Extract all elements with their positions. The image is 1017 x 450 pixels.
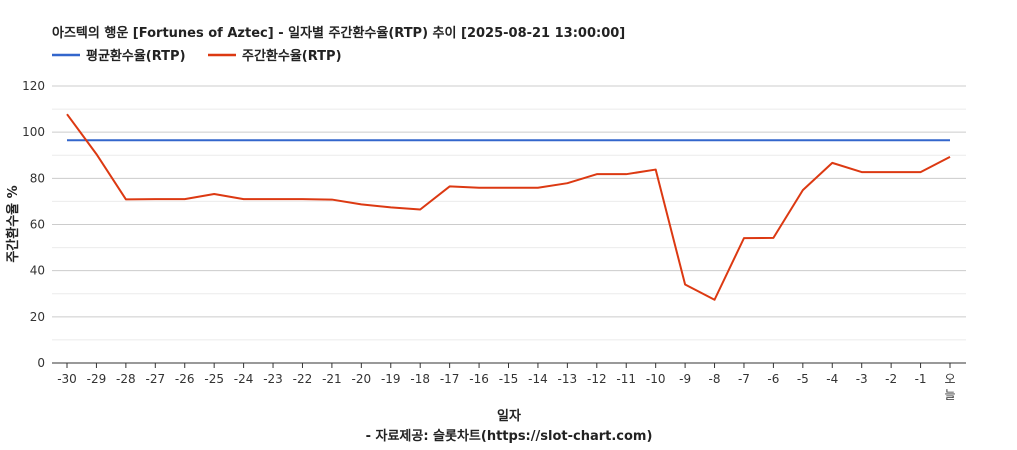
x-tick-label: -12	[587, 372, 607, 386]
x-tick-label: -15	[499, 372, 519, 386]
x-tick-label: -19	[381, 372, 401, 386]
y-tick-label: 80	[30, 171, 45, 185]
x-tick-label: -1	[915, 372, 927, 386]
x-tick-label: -17	[440, 372, 460, 386]
x-tick-label: -3	[856, 372, 868, 386]
chart-title: 아즈텍의 행운 [Fortunes of Aztec] - 일자별 주간환수율(…	[52, 25, 625, 41]
x-tick-label: -23	[263, 372, 283, 386]
x-tick-label: -22	[293, 372, 313, 386]
x-tick-label: -24	[234, 372, 254, 386]
x-tick-label: -25	[204, 372, 224, 386]
legend[interactable]: 평균환수율(RTP) 주간환수율(RTP)	[52, 48, 342, 64]
x-tick-label: -5	[797, 372, 809, 386]
x-tick-label: -21	[322, 372, 342, 386]
y-axis-ticks: 0 20 40 60 80 100 120	[22, 79, 45, 370]
y-tick-label: 40	[30, 264, 45, 278]
source-caption: - 자료제공: 슬롯차트(https://slot-chart.com)	[366, 428, 653, 444]
x-tick-label: -6	[767, 372, 779, 386]
x-tick-label: -10	[646, 372, 666, 386]
x-tick-label: -28	[116, 372, 136, 386]
y-tick-label: 20	[30, 310, 45, 324]
y-tick-label: 120	[22, 79, 45, 93]
series-line-weekly-rtp[interactable]	[66, 113, 951, 301]
x-tick-label: -2	[885, 372, 897, 386]
gridlines	[52, 85, 966, 364]
x-tick-label: -27	[145, 372, 165, 386]
x-axis-ticks: -30 -29 -28 -27 -26 -25 -24 -23 -22 -21 -20 -19 -18-…	[57, 363, 956, 402]
y-axis-title: 주간환수율 %	[5, 185, 21, 262]
legend-label-avg-rtp[interactable]: 평균환수율(RTP)	[86, 48, 186, 64]
y-tick-label: 60	[30, 218, 45, 232]
y-tick-label: 0	[37, 356, 45, 370]
x-tick-label: -13	[558, 372, 578, 386]
x-tick-label: -18	[410, 372, 430, 386]
x-tick-label: -29	[87, 372, 107, 386]
x-tick-label: -14	[528, 372, 548, 386]
x-tick-label: -7	[738, 372, 750, 386]
x-tick-label: -4	[826, 372, 838, 386]
x-tick-label: -8	[709, 372, 721, 386]
x-tick-label: -16	[469, 372, 489, 386]
series-lines	[66, 113, 951, 301]
y-tick-label: 100	[22, 125, 45, 139]
x-tick-label: -9	[679, 372, 691, 386]
x-tick-label: -30	[57, 372, 77, 386]
legend-label-weekly-rtp[interactable]: 주간환수율(RTP)	[242, 48, 342, 64]
x-tick-label: -20	[352, 372, 372, 386]
x-axis-title: 일자	[497, 409, 521, 424]
x-tick-label: -26	[175, 372, 195, 386]
x-tick-label: -11	[616, 372, 636, 386]
